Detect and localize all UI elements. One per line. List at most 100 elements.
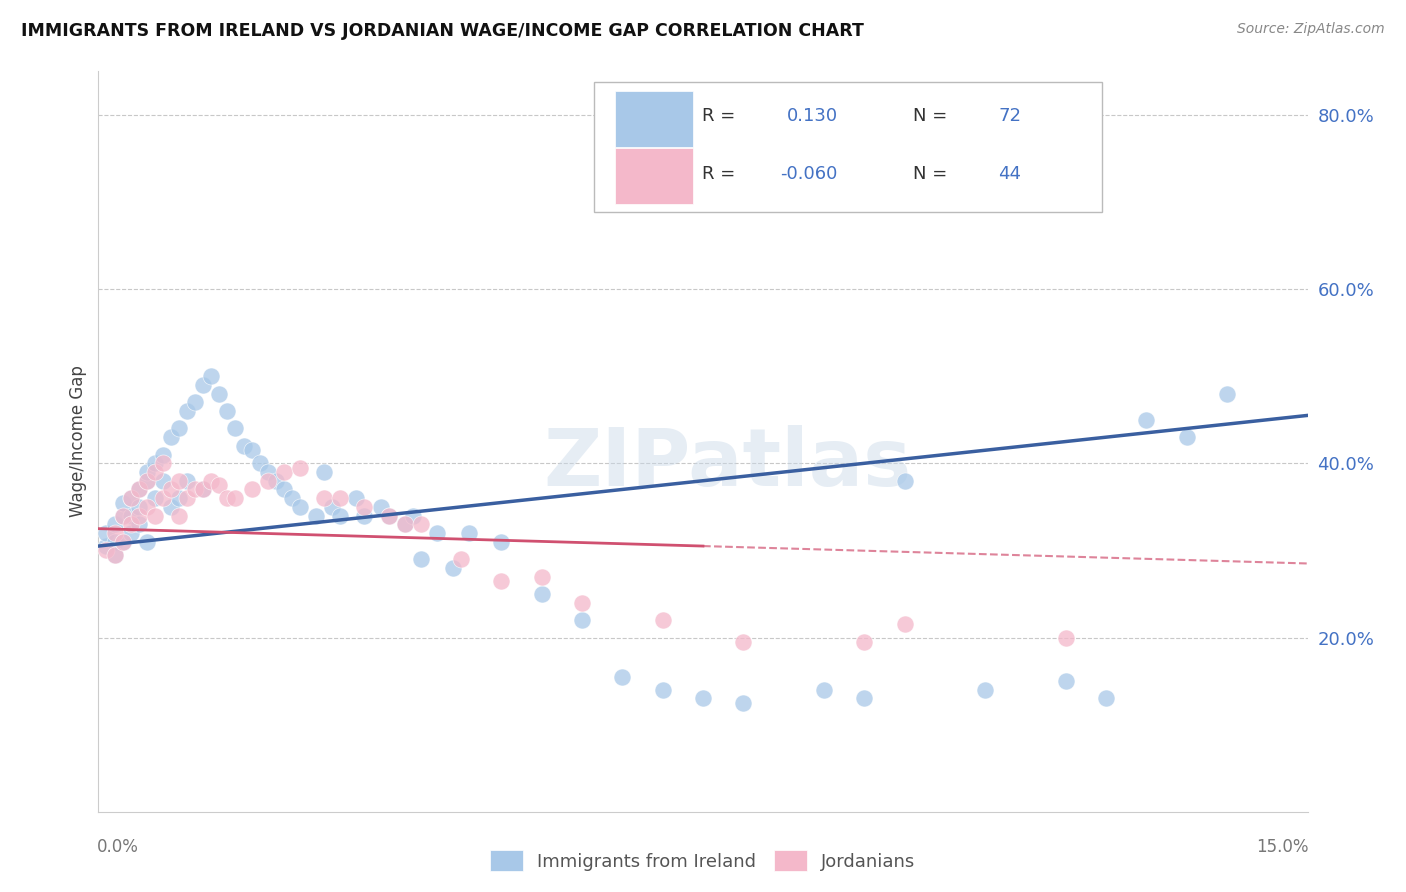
Point xyxy=(329,508,352,523)
Point xyxy=(167,421,190,435)
Point xyxy=(1135,413,1157,427)
Point xyxy=(426,526,449,541)
Point xyxy=(377,508,399,523)
Point xyxy=(111,508,134,523)
Point xyxy=(1054,631,1077,645)
Point xyxy=(143,465,166,479)
Point xyxy=(249,456,271,470)
Point xyxy=(111,495,134,509)
Point xyxy=(377,508,399,523)
Point xyxy=(193,483,215,497)
Point xyxy=(571,596,593,610)
Point xyxy=(152,448,174,462)
Point xyxy=(394,517,416,532)
Point xyxy=(612,670,634,684)
Point xyxy=(256,474,278,488)
Point xyxy=(128,483,150,497)
Point xyxy=(853,635,876,649)
Point xyxy=(353,508,375,523)
Text: 44: 44 xyxy=(998,165,1021,183)
Point xyxy=(200,369,222,384)
Point xyxy=(224,421,246,435)
Text: N =: N = xyxy=(914,165,948,183)
Point xyxy=(314,491,336,505)
Point xyxy=(256,465,278,479)
Point xyxy=(135,465,157,479)
Point xyxy=(160,483,183,497)
Point xyxy=(128,508,150,523)
Point xyxy=(111,534,134,549)
Point xyxy=(264,474,287,488)
Point xyxy=(217,404,239,418)
Point xyxy=(353,500,375,514)
Point xyxy=(208,478,231,492)
Point xyxy=(974,682,997,697)
Point xyxy=(135,534,157,549)
Point xyxy=(120,491,142,505)
Point xyxy=(394,517,416,532)
Point xyxy=(111,534,134,549)
Point xyxy=(120,491,142,505)
Point xyxy=(103,548,125,562)
Legend: Immigrants from Ireland, Jordanians: Immigrants from Ireland, Jordanians xyxy=(484,843,922,879)
Point xyxy=(853,691,876,706)
Point xyxy=(184,483,207,497)
Point xyxy=(651,613,673,627)
Point xyxy=(167,491,190,505)
Point xyxy=(370,500,392,514)
Point xyxy=(135,500,157,514)
Point xyxy=(160,500,183,514)
Point xyxy=(288,460,311,475)
Point xyxy=(273,483,295,497)
FancyBboxPatch shape xyxy=(595,82,1102,212)
FancyBboxPatch shape xyxy=(614,91,693,146)
Point xyxy=(103,517,125,532)
Point xyxy=(651,682,673,697)
Text: 72: 72 xyxy=(998,107,1021,125)
Point xyxy=(692,691,714,706)
Point xyxy=(167,508,190,523)
Point xyxy=(273,465,295,479)
Text: 0.130: 0.130 xyxy=(786,107,838,125)
Point xyxy=(111,508,134,523)
Point xyxy=(458,526,481,541)
Text: IMMIGRANTS FROM IRELAND VS JORDANIAN WAGE/INCOME GAP CORRELATION CHART: IMMIGRANTS FROM IRELAND VS JORDANIAN WAG… xyxy=(21,22,863,40)
Point xyxy=(314,465,336,479)
Point xyxy=(1054,674,1077,689)
Point xyxy=(184,395,207,409)
Point xyxy=(167,474,190,488)
Point xyxy=(733,696,755,710)
Y-axis label: Wage/Income Gap: Wage/Income Gap xyxy=(69,366,87,517)
Point xyxy=(1095,691,1118,706)
Point xyxy=(143,456,166,470)
Text: ZIPatlas: ZIPatlas xyxy=(543,425,911,503)
Point xyxy=(240,443,263,458)
Text: Source: ZipAtlas.com: Source: ZipAtlas.com xyxy=(1237,22,1385,37)
Text: N =: N = xyxy=(914,107,948,125)
Point xyxy=(103,548,125,562)
Point xyxy=(152,456,174,470)
Point xyxy=(305,508,328,523)
Text: R =: R = xyxy=(702,107,735,125)
Point xyxy=(193,483,215,497)
Point xyxy=(152,491,174,505)
Point xyxy=(344,491,367,505)
Point xyxy=(409,517,432,532)
Point xyxy=(813,682,835,697)
Point xyxy=(135,474,157,488)
Point xyxy=(240,483,263,497)
Point xyxy=(160,430,183,444)
Point xyxy=(224,491,246,505)
Point xyxy=(321,500,343,514)
Point xyxy=(120,508,142,523)
Point xyxy=(208,386,231,401)
Point xyxy=(128,517,150,532)
Text: 15.0%: 15.0% xyxy=(1257,838,1309,855)
Point xyxy=(128,483,150,497)
Point xyxy=(893,617,915,632)
Point xyxy=(143,508,166,523)
FancyBboxPatch shape xyxy=(614,148,693,204)
Point xyxy=(733,635,755,649)
Text: R =: R = xyxy=(702,165,735,183)
Point xyxy=(200,474,222,488)
